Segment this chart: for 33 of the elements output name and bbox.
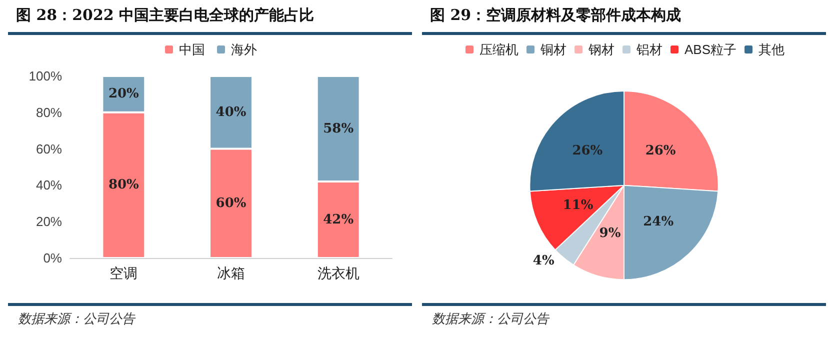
data-label: 42% [323,212,354,228]
x-tick-label: 冰箱 [217,265,245,281]
data-label: 9% [599,226,622,242]
chart-title: 图 28：2022 中国主要白电全球的产能占比 [16,6,314,25]
legend-label: 压缩机 [479,42,518,57]
y-tick-label: 40% [36,178,62,193]
chart-title: 图 29：空调原材料及零部件成本构成 [430,6,682,25]
legend-label: 海外 [231,42,257,57]
legend-label: 中国 [179,42,205,57]
legend-label: 铜材 [539,42,566,57]
data-label: 11% [562,198,594,213]
y-tick-label: 100% [28,68,62,84]
legend-label: 铝材 [635,42,662,57]
data-label: 26% [572,144,604,159]
source-note: 数据来源：公司公告 [432,311,549,328]
y-tick-label: 80% [36,104,62,120]
x-tick-label: 空调 [110,265,138,281]
x-tick-label: 洗衣机 [317,265,360,281]
y-tick-label: 20% [36,214,62,230]
legend-label: ABS粒子 [684,42,737,57]
legend-label: 钢材 [587,42,614,57]
y-tick-label: 60% [36,141,62,156]
data-label: 40% [216,104,247,120]
data-label: 24% [643,214,674,230]
legend-label: 其他 [758,42,785,57]
data-label: 58% [323,121,354,136]
data-label: 60% [216,196,247,211]
source-note: 数据来源：公司公告 [18,311,135,328]
data-label: 20% [108,86,140,102]
data-label: 26% [645,144,676,159]
y-tick-label: 0% [43,250,62,266]
data-label: 80% [108,178,140,193]
data-label: 4% [532,254,555,269]
